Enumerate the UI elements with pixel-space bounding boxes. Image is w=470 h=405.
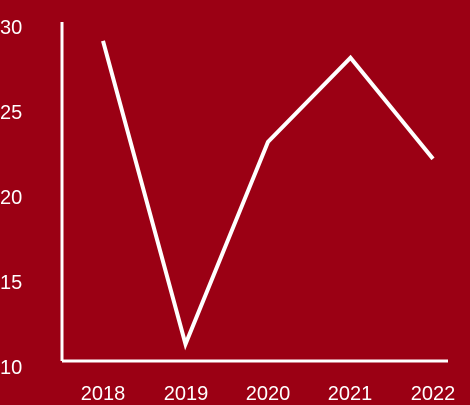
y-tick-label-20: 20 — [0, 187, 22, 209]
y-tick-label-15: 15 — [0, 272, 22, 294]
y-tick-label-10: 10 — [0, 357, 22, 379]
y-tick-label-25: 25 — [0, 102, 22, 124]
x-tick-label-2020: 2020 — [246, 383, 291, 405]
x-tick-label-2019: 2019 — [164, 383, 209, 405]
x-tick-label-2018: 2018 — [81, 383, 126, 405]
y-tick-label-30: 30 — [0, 17, 22, 39]
series-line — [101, 40, 435, 351]
x-tick-label-2021: 2021 — [328, 383, 373, 405]
x-tick-label-2022: 2022 — [411, 383, 456, 405]
